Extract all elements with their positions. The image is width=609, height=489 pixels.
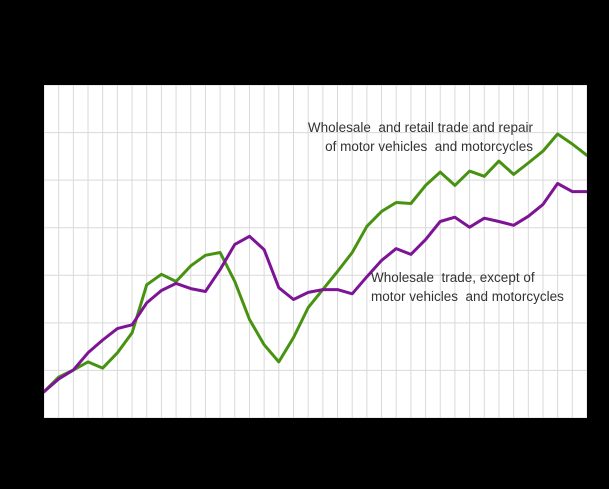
series-line-wholesale-retail-repair[interactable]	[44, 132, 587, 394]
plot-svg[interactable]	[44, 85, 587, 418]
series-line-wholesale-except-motor[interactable]	[44, 182, 587, 394]
plot-area[interactable]: Wholesale and retail trade and repair of…	[44, 85, 587, 418]
